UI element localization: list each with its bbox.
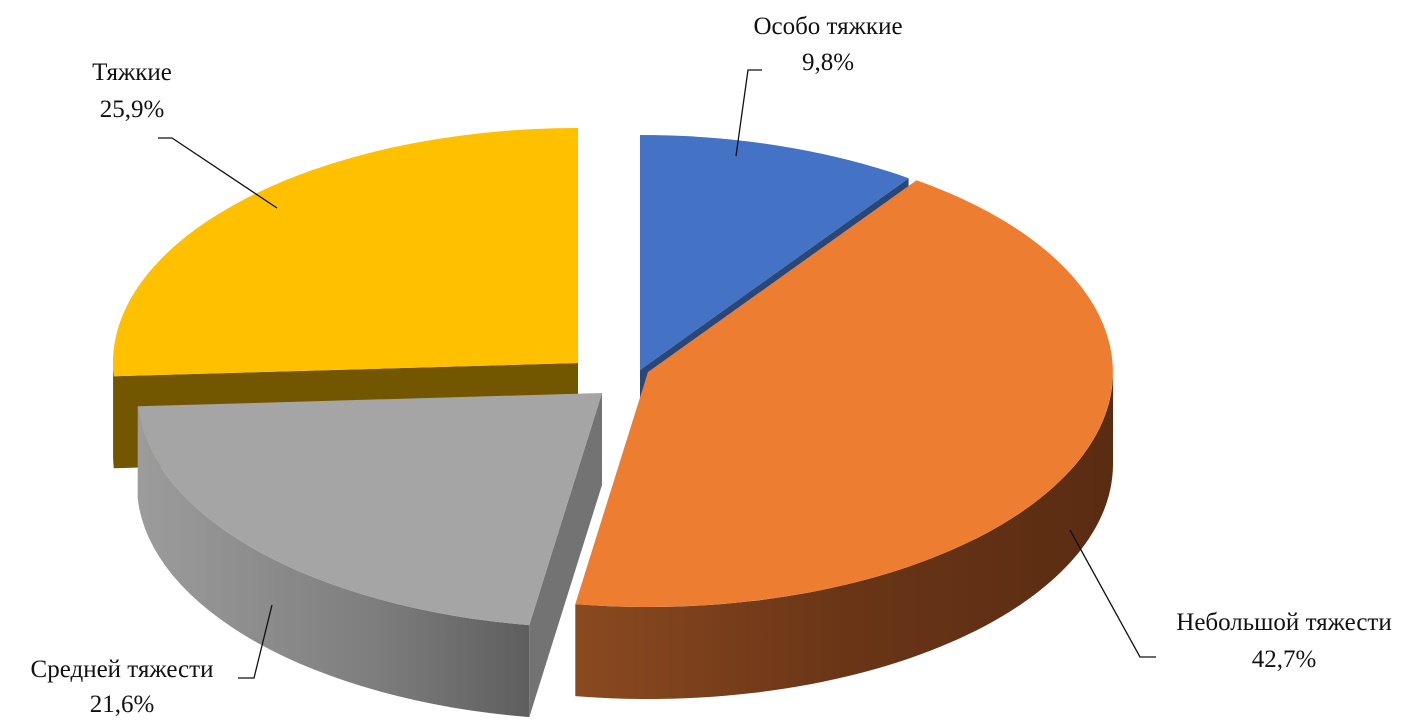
slice-value-sredney: 21,6%	[90, 691, 155, 718]
pie-slice-side-sredney	[137, 393, 602, 718]
pie-slice-rim-sredney	[137, 406, 530, 718]
leader-line-nebolshoy	[1069, 529, 1156, 658]
slice-label-sredney: Средней тяжести	[31, 656, 214, 683]
category-label-tyazhkie: Тяжкие 25,9%	[92, 59, 172, 123]
slice-value-nebolshoy: 42,7%	[1252, 646, 1317, 673]
category-label-sredney: Средней тяжести 21,6%	[31, 656, 214, 718]
pie-slice-side-nebolshoy	[575, 372, 1113, 699]
pie-slice-rim-tyazhkie	[112, 363, 114, 469]
leader-line-sredney	[238, 604, 273, 679]
leader-line-osobo	[735, 69, 762, 157]
category-label-nebolshoy: Небольшой тяжести 42,7%	[1176, 609, 1391, 673]
slice-label-osobo: Особо тяжкие	[753, 13, 902, 40]
pie-slice-osobo	[640, 135, 909, 370]
pie-slice-rim-nebolshoy	[575, 372, 1113, 699]
pie-slice-wall-sredney	[529, 393, 602, 718]
slice-value-tyazhkie: 25,9%	[100, 96, 165, 123]
category-label-osobo: Особо тяжкие 9,8%	[753, 13, 902, 76]
slice-label-nebolshoy: Небольшой тяжести	[1176, 609, 1391, 636]
slice-value-osobo: 9,8%	[802, 49, 854, 76]
slice-label-tyazhkie: Тяжкие	[92, 59, 172, 86]
leader-line-tyazhkie	[158, 137, 278, 209]
pie-slice-sredney	[137, 393, 602, 626]
pie-slice-tyazhkie	[112, 128, 578, 377]
pie-slice-nebolshoy	[575, 180, 1113, 607]
leader-lines	[158, 69, 1156, 679]
